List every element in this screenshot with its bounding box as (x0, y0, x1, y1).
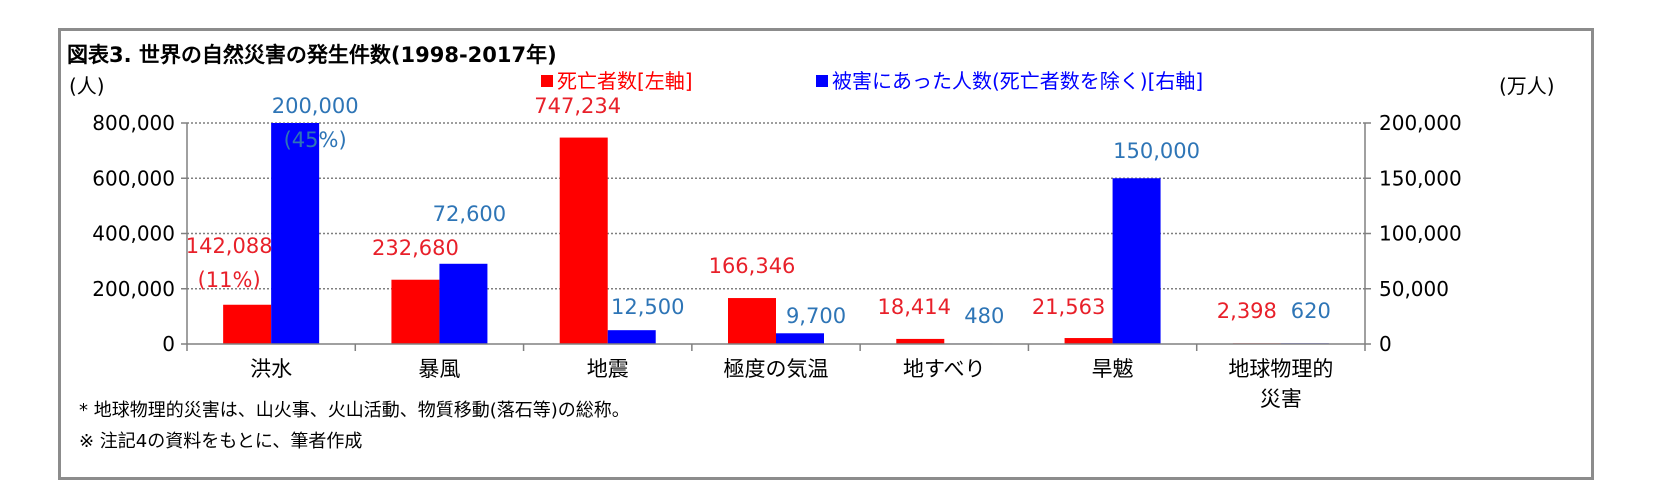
left-axis-ticks: 0 200,000 400,000 600,000 800,000 (92, 111, 175, 356)
data-label-affected: 9,700 (786, 304, 846, 328)
data-label-affected: 200,000 (272, 94, 359, 118)
footnote-1: * 地球物理的災害は、山火事、火山活動、物質移動(落石等)の総称。 (79, 400, 630, 421)
category-label: 極度の気温 (724, 357, 829, 381)
left-tick-label: 0 (162, 332, 175, 356)
data-label-deaths: 232,680 (372, 236, 459, 260)
category-label: 地震 (587, 357, 629, 381)
gridlines (187, 122, 1365, 290)
data-label-affected: 620 (1291, 299, 1331, 323)
legend-swatch-affected (816, 75, 828, 87)
bar-chart: 図表3. 世界の自然災害の発生件数(1998-2017年) (人) (万人) 死… (67, 43, 1555, 452)
right-tick-label: 50,000 (1379, 277, 1449, 301)
legend-label-affected: 被害にあった人数(死亡者数を除く)[右軸] (832, 69, 1203, 93)
bar-deaths (1064, 338, 1113, 344)
left-tick-label: 800,000 (92, 111, 175, 135)
data-label-affected: 12,500 (611, 295, 684, 319)
right-tick-label: 150,000 (1379, 166, 1462, 190)
footnote-2: ※ 注記4の資料をもとに、筆者作成 (79, 431, 362, 452)
data-label-deaths: (11%) (198, 268, 261, 292)
right-axis-ticks: 0 50,000 100,000 150,000 200,000 (1379, 111, 1462, 356)
data-label-deaths: 2,398 (1217, 299, 1277, 323)
category-label: 地球物理的 (1228, 357, 1333, 381)
left-tick-label: 600,000 (92, 166, 175, 190)
chart-title: 図表3. 世界の自然災害の発生件数(1998-2017年) (67, 43, 557, 67)
bar-deaths (559, 137, 608, 344)
bar-affected (607, 330, 656, 344)
data-label-deaths: 747,234 (534, 94, 621, 118)
left-axis-unit: (人) (69, 74, 105, 98)
bar-affected (271, 123, 320, 344)
bar-deaths (728, 298, 776, 344)
data-labels: 142,088 (11%) 232,680 747,234 166,346 18,414 2… (186, 94, 1331, 328)
left-tick-label: 200,000 (92, 277, 175, 301)
category-label: 洪水 (250, 357, 292, 381)
data-label-deaths: 166,346 (709, 254, 796, 278)
data-label-affected: 480 (964, 304, 1004, 328)
legend-swatch-deaths (541, 75, 553, 87)
left-tick-label: 400,000 (92, 222, 175, 246)
bar-deaths (223, 304, 272, 344)
category-labels: 洪水 暴風 地震 極度の気温 地すべり 旱魃 地球物理的災害 (250, 357, 1333, 411)
category-label: 災害 (1260, 387, 1302, 411)
chart-frame: 図表3. 世界の自然災害の発生件数(1998-2017年) (人) (万人) 死… (58, 28, 1594, 480)
right-tick-label: 200,000 (1379, 111, 1462, 135)
category-label: 暴風 (418, 357, 460, 381)
right-axis-unit: (万人) (1499, 74, 1555, 98)
right-tick-label: 100,000 (1379, 222, 1462, 246)
category-label: 地すべり (903, 357, 986, 381)
data-label-affected: 150,000 (1113, 139, 1200, 163)
data-label-deaths: 142,088 (186, 234, 273, 258)
bar-affected (1112, 178, 1161, 344)
legend: 死亡者数[左軸] 被害にあった人数(死亡者数を除く)[右軸] (541, 69, 1203, 93)
bar-affected (439, 263, 488, 344)
right-tick-label: 0 (1379, 332, 1392, 356)
legend-label-deaths: 死亡者数[左軸] (557, 69, 693, 93)
bar-deaths (896, 338, 945, 344)
bar-deaths (391, 279, 440, 344)
category-label: 旱魃 (1092, 357, 1134, 381)
bars (223, 123, 1329, 344)
bar-affected (776, 333, 824, 344)
data-label-affected: 72,600 (433, 202, 506, 226)
data-label-deaths: 21,563 (1032, 295, 1105, 319)
data-label-affected: (45%) (284, 128, 347, 152)
axes (181, 122, 1371, 351)
data-label-deaths: 18,414 (878, 295, 951, 319)
